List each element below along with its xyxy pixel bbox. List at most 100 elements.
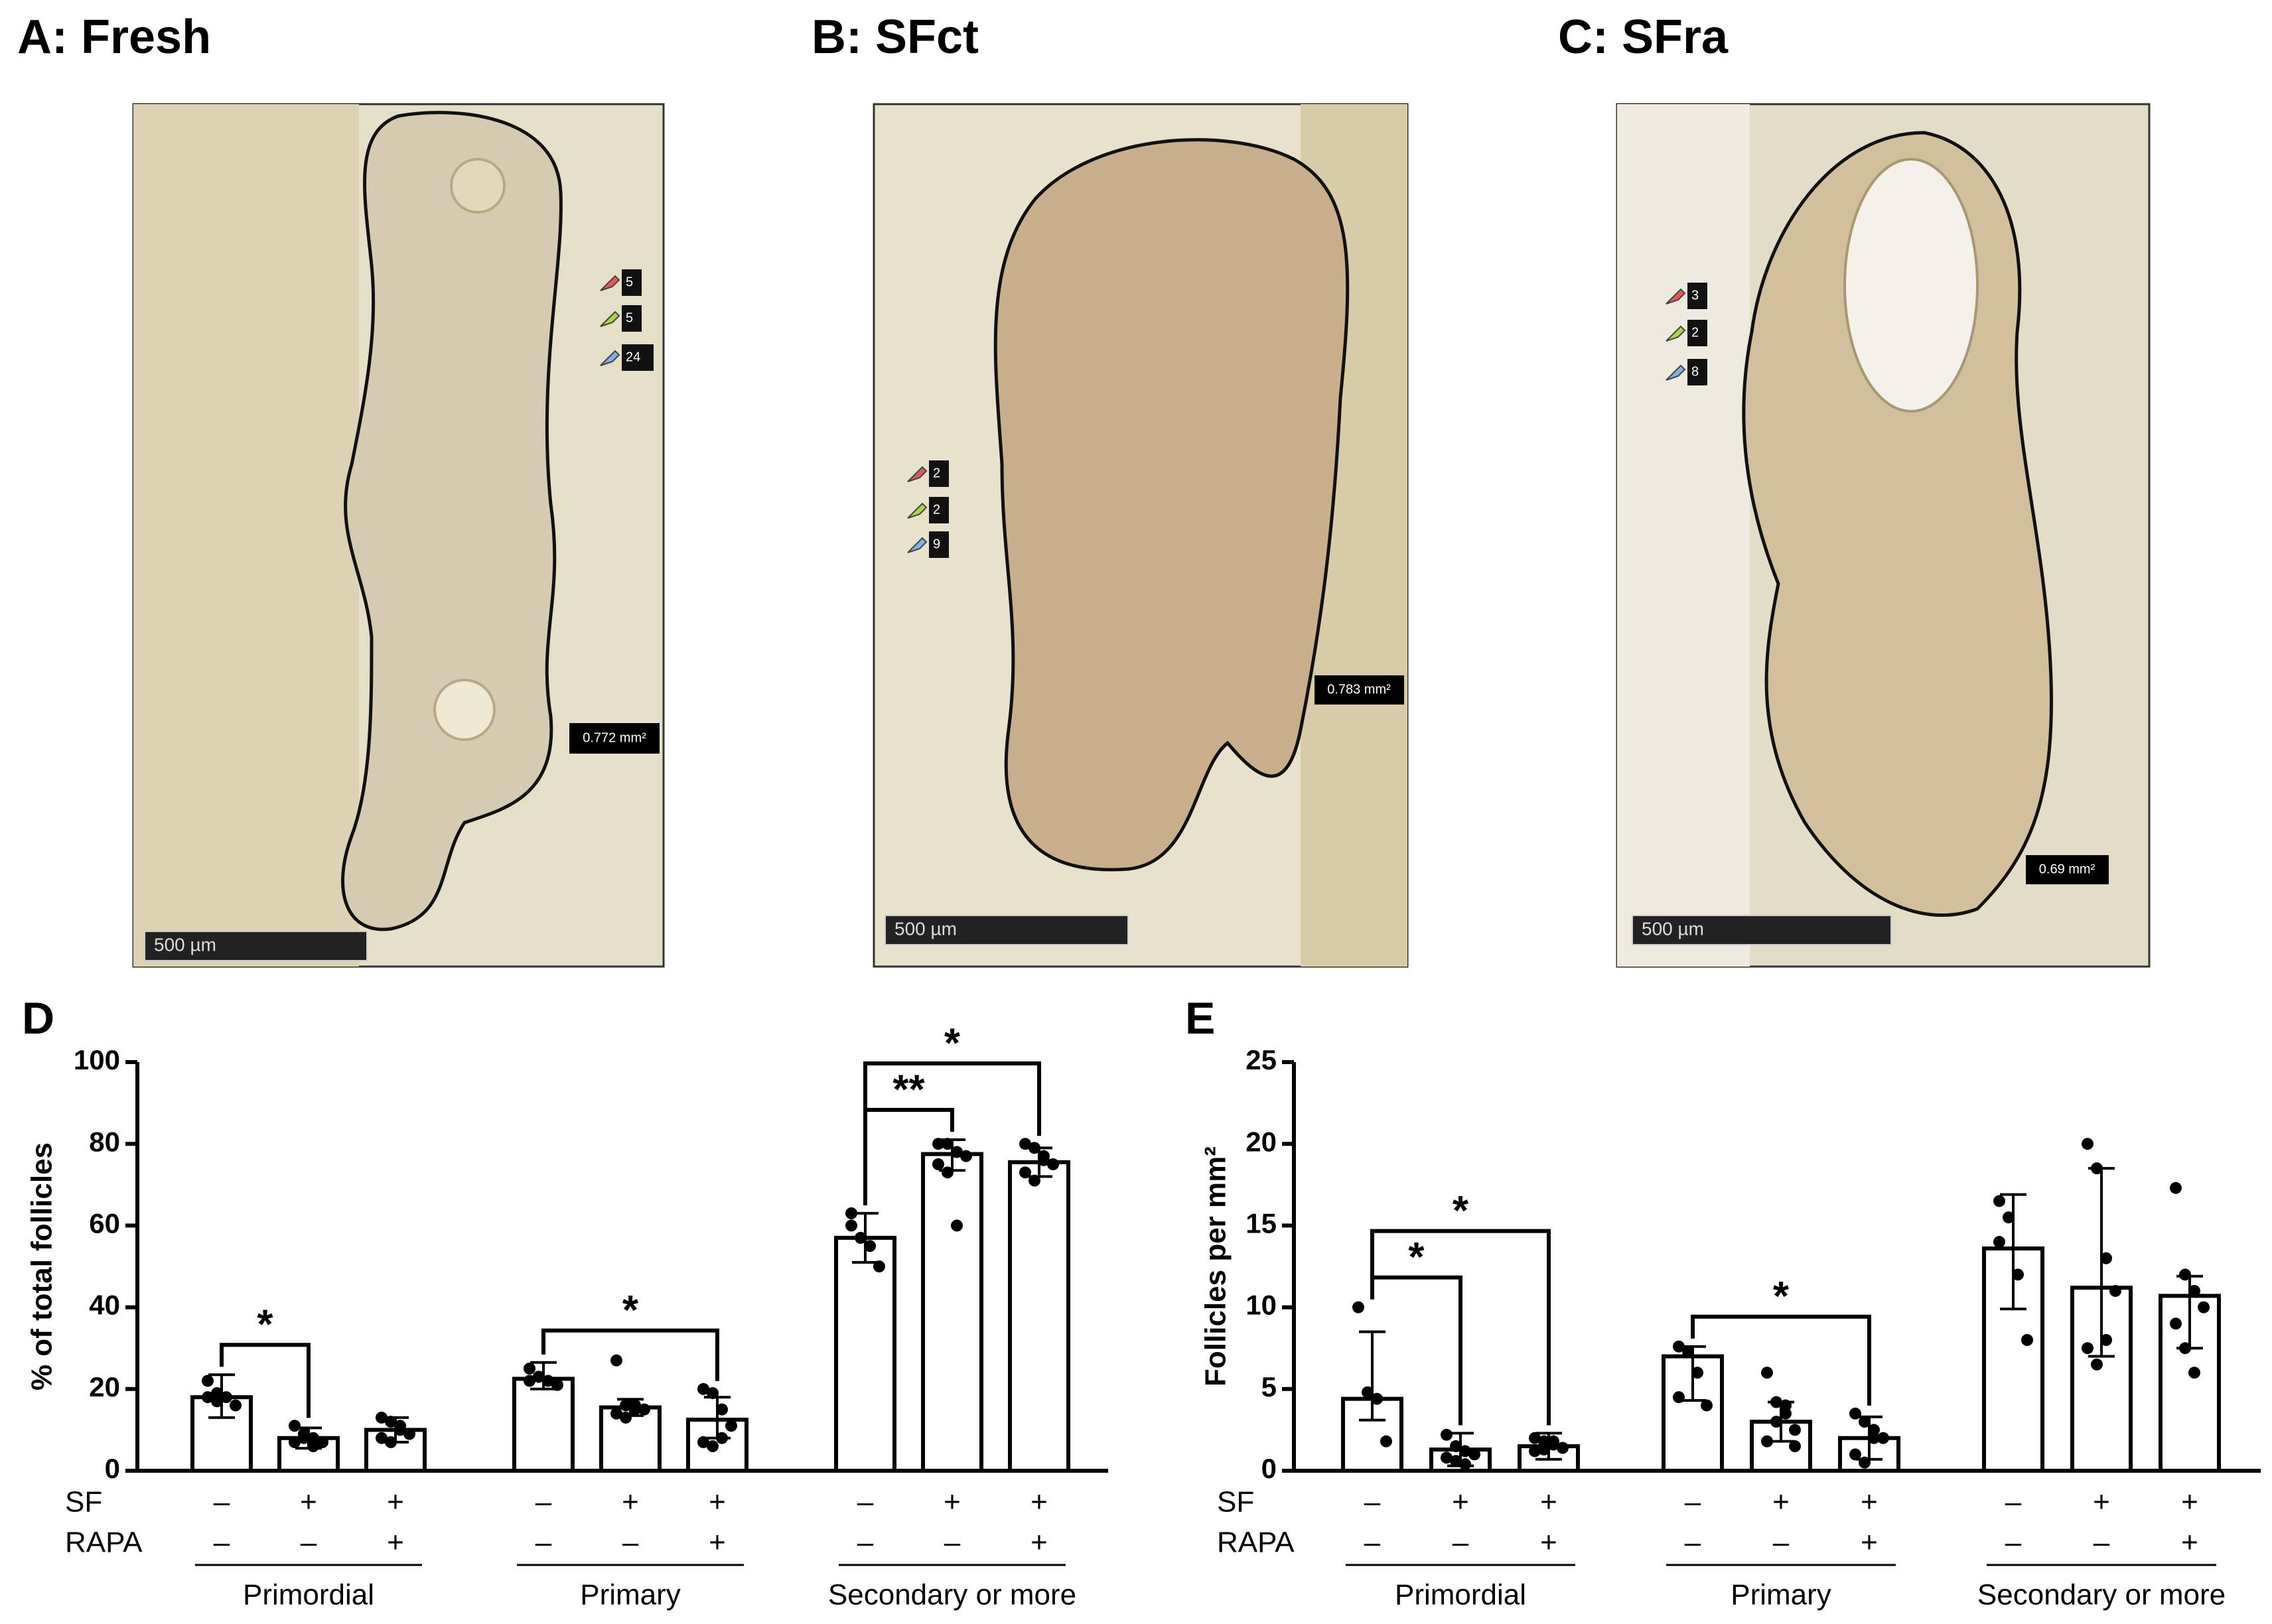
follicle-count: 9 xyxy=(933,537,940,551)
condition-label: – xyxy=(1773,1526,1790,1559)
row-label: RAPA xyxy=(1217,1526,1295,1559)
condition-label: + xyxy=(2093,1486,2110,1519)
count-box xyxy=(929,460,949,487)
data-point xyxy=(1701,1399,1713,1412)
condition-label: – xyxy=(944,1526,961,1559)
data-point xyxy=(1780,1407,1792,1420)
data-point xyxy=(533,1371,545,1383)
data-point xyxy=(2003,1211,2015,1224)
pin-icon xyxy=(907,466,928,482)
data-point xyxy=(2179,1342,2191,1355)
scale-bar xyxy=(885,915,1129,945)
ovary-outline xyxy=(993,138,1350,872)
data-point xyxy=(1529,1445,1541,1457)
condition-label: – xyxy=(1685,1486,1701,1519)
data-point xyxy=(220,1391,232,1404)
micrograph-c xyxy=(1616,103,2151,968)
y-tick-label: 0 xyxy=(1261,1453,1277,1484)
group-label: Secondary or more xyxy=(828,1579,1076,1611)
data-point xyxy=(629,1399,641,1412)
data-point xyxy=(1441,1452,1453,1464)
data-point xyxy=(2021,1333,2033,1346)
scale-bar xyxy=(1632,915,1892,945)
condition-label: + xyxy=(944,1486,961,1519)
bar xyxy=(2159,1294,2221,1473)
pin-icon xyxy=(600,350,620,366)
data-point xyxy=(1682,1345,1694,1358)
area-box xyxy=(569,723,660,754)
data-point xyxy=(1441,1428,1453,1441)
data-point xyxy=(1859,1456,1871,1469)
data-point xyxy=(385,1436,397,1448)
data-point xyxy=(2100,1333,2112,1346)
data-point xyxy=(289,1420,301,1432)
condition-label: + xyxy=(387,1526,404,1559)
condition-label: + xyxy=(709,1526,726,1559)
condition-label: – xyxy=(622,1526,639,1559)
y-tick-label: 0 xyxy=(105,1453,120,1484)
follicle-count: 5 xyxy=(626,275,633,289)
data-point xyxy=(542,1375,554,1387)
data-point xyxy=(716,1432,728,1444)
data-point xyxy=(2170,1182,2182,1194)
follicle-count: 2 xyxy=(933,502,940,517)
condition-label: – xyxy=(214,1486,230,1519)
data-point xyxy=(697,1383,709,1395)
data-point xyxy=(211,1395,223,1408)
follicle-count: 5 xyxy=(626,310,633,325)
significance-bracket xyxy=(1370,1229,1551,1426)
data-point xyxy=(2100,1252,2112,1264)
data-point xyxy=(376,1432,388,1444)
data-point xyxy=(610,1407,622,1420)
follicle-count: 2 xyxy=(1691,325,1699,340)
condition-label: – xyxy=(2005,1526,2022,1559)
data-point xyxy=(1993,1236,2005,1249)
data-point xyxy=(1371,1392,1383,1405)
follicle xyxy=(450,158,506,214)
data-point xyxy=(942,1166,954,1179)
condition-label: + xyxy=(1030,1526,1048,1559)
group-label: Primordial xyxy=(1395,1579,1526,1611)
data-point xyxy=(2188,1284,2200,1297)
data-point xyxy=(725,1420,737,1432)
data-point xyxy=(298,1432,310,1444)
y-tick-label: 80 xyxy=(89,1126,120,1157)
significance-bracket xyxy=(541,1328,719,1381)
data-point xyxy=(1538,1435,1550,1448)
significance-bracket xyxy=(863,1061,1041,1205)
data-point xyxy=(1691,1367,1703,1379)
bar xyxy=(1008,1160,1070,1473)
data-point xyxy=(211,1387,223,1399)
follicle-count: 24 xyxy=(626,350,640,364)
data-point xyxy=(230,1399,242,1412)
count-box xyxy=(929,531,949,558)
data-point xyxy=(524,1375,535,1387)
data-point xyxy=(620,1411,632,1424)
condition-label: + xyxy=(2181,1486,2198,1519)
data-point xyxy=(716,1403,728,1416)
area-label: 0.772 mm² xyxy=(583,730,646,745)
condition-label: + xyxy=(2181,1526,2198,1559)
condition-label: + xyxy=(387,1486,404,1519)
pin-icon xyxy=(907,502,928,519)
data-point xyxy=(2188,1367,2200,1379)
data-point xyxy=(1789,1424,1801,1436)
data-point xyxy=(1868,1424,1880,1436)
data-point xyxy=(1362,1386,1374,1398)
follicle-count: 2 xyxy=(933,466,940,480)
data-point xyxy=(1352,1301,1364,1314)
data-point xyxy=(1538,1443,1550,1455)
area-box xyxy=(2026,855,2109,884)
data-point xyxy=(2091,1162,2103,1175)
tissue-background xyxy=(1617,104,1750,967)
data-point xyxy=(845,1207,857,1219)
data-point xyxy=(1029,1142,1040,1154)
data-point xyxy=(1761,1367,1773,1379)
y-tick-label: 25 xyxy=(1245,1044,1277,1075)
area-box xyxy=(1314,675,1404,705)
data-point xyxy=(1770,1396,1782,1408)
data-point xyxy=(1868,1432,1880,1444)
group-label: Primary xyxy=(1731,1579,1831,1611)
condition-label: – xyxy=(1364,1486,1381,1519)
data-point xyxy=(951,1219,963,1232)
